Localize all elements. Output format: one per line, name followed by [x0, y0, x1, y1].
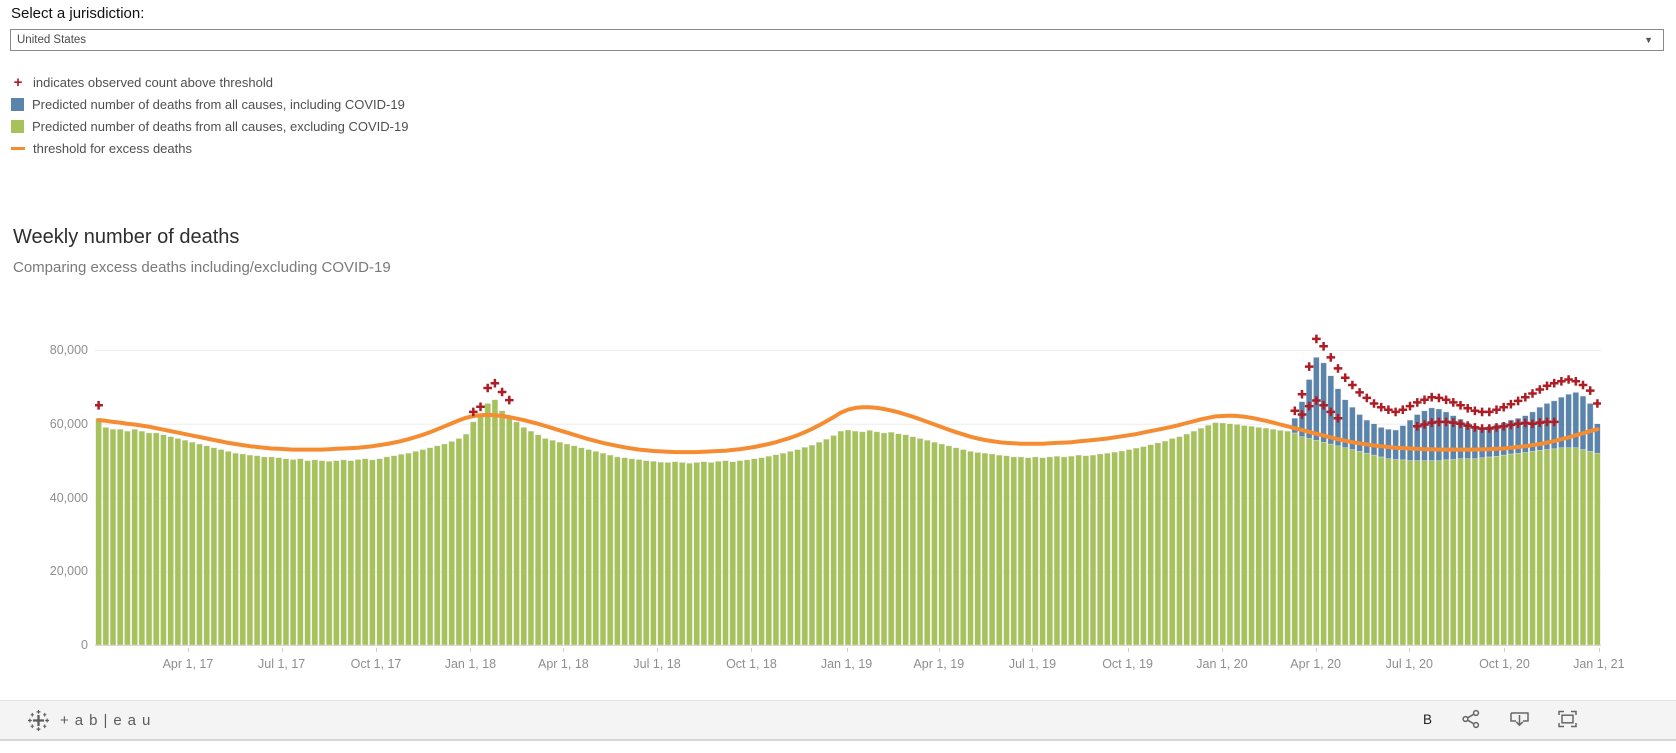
x-tick-label: Jan 1, 18: [444, 657, 497, 671]
legend-item-observed: + indicates observed count above thresho…: [11, 71, 408, 93]
share-icon: [1462, 709, 1480, 729]
y-tick-label: 80,000: [49, 343, 88, 357]
download-button[interactable]: [1508, 707, 1530, 731]
x-tick-label: Jan 1, 20: [1196, 657, 1248, 671]
x-tick-mark: [563, 648, 565, 652]
x-tick-mark: [281, 648, 283, 652]
green-square-icon: [11, 119, 24, 133]
x-tick-mark: [187, 648, 189, 652]
x-tick-mark: [1598, 648, 1600, 652]
chevron-down-icon: ▼: [1644, 35, 1653, 45]
jurisdiction-label: Select a jurisdiction:: [11, 5, 145, 22]
plus-marker-icon: +: [13, 73, 23, 91]
orange-line-icon: [11, 146, 25, 150]
x-tick-label: Jul 1, 20: [1385, 657, 1433, 671]
x-tick-label: Oct 1, 19: [1102, 657, 1153, 671]
x-tick-mark: [938, 648, 940, 652]
legend-item-threshold: threshold for excess deaths: [11, 137, 408, 159]
x-axis: Apr 1, 17 Jul 1, 17 Oct 1, 17 Jan 1, 18 Apr …: [95, 648, 1625, 680]
jurisdiction-select[interactable]: United States ▼: [10, 29, 1664, 51]
chart-title: Weekly number of deaths: [13, 226, 240, 248]
tableau-footer: +ab|eau B: [0, 700, 1676, 741]
x-tick-label: Jul 1, 17: [257, 657, 306, 671]
y-tick-label: 20,000: [49, 564, 88, 579]
x-tick-mark: [1409, 648, 1411, 652]
chart-subtitle: Comparing excess deaths including/exclud…: [13, 259, 391, 276]
jurisdiction-selected-value: United States: [17, 34, 87, 46]
x-tick-label: Jul 1, 18: [633, 657, 681, 671]
x-tick-mark: [1221, 648, 1223, 652]
x-tick-mark: [657, 648, 659, 652]
legend-label: threshold for excess deaths: [33, 140, 192, 156]
legend-label: indicates observed count above threshold: [33, 74, 273, 90]
x-tick-label: Apr 1, 20: [1290, 657, 1342, 671]
legend-label: Predicted number of deaths from all caus…: [32, 96, 405, 112]
tableau-glyph-icon: [27, 709, 50, 732]
x-tick-mark: [376, 648, 378, 652]
blue-square-icon: [11, 97, 24, 111]
x-tick-label: Jan 1, 19: [820, 657, 873, 671]
fullscreen-icon: [1557, 710, 1577, 728]
share-button[interactable]: [1460, 707, 1482, 731]
legend-item-including-covid: Predicted number of deaths from all caus…: [11, 93, 408, 115]
tableau-logo[interactable]: +ab|eau: [27, 709, 156, 732]
x-tick-mark: [846, 648, 848, 652]
x-tick-label: Apr 1, 19: [913, 657, 965, 671]
legend: + indicates observed count above thresho…: [11, 71, 408, 159]
x-tick-mark: [1032, 648, 1034, 652]
x-tick-mark: [1127, 648, 1129, 652]
x-tick-mark: [470, 648, 472, 652]
x-tick-label: Jan 1, 21: [1573, 657, 1625, 671]
legend-item-excluding-covid: Predicted number of deaths from all caus…: [11, 115, 408, 137]
y-axis: 0 20,000 40,000 60,000 80,000: [0, 300, 88, 652]
footer-b-label: B: [1422, 711, 1432, 727]
tableau-wordmark: +ab|eau: [60, 712, 157, 729]
legend-label: Predicted number of deaths from all caus…: [32, 118, 409, 134]
x-tick-mark: [1315, 648, 1317, 652]
y-tick-label: 60,000: [49, 416, 88, 431]
y-tick-label: 0: [81, 638, 88, 652]
x-tick-label: Apr 1, 18: [537, 657, 589, 671]
x-tick-mark: [1504, 648, 1506, 652]
x-tick-label: Apr 1, 17: [162, 657, 214, 671]
x-tick-label: Oct 1, 20: [1479, 657, 1530, 671]
weekly-deaths-chart[interactable]: [94, 300, 1602, 648]
y-tick-label: 40,000: [49, 490, 88, 505]
chart-plot-area[interactable]: [94, 300, 1602, 648]
fullscreen-button[interactable]: [1556, 707, 1578, 731]
x-tick-label: Oct 1, 17: [350, 657, 402, 671]
x-tick-label: Oct 1, 18: [726, 657, 777, 671]
x-tick-label: Jul 1, 19: [1008, 657, 1057, 671]
x-tick-mark: [751, 648, 753, 652]
download-icon: [1509, 712, 1529, 727]
